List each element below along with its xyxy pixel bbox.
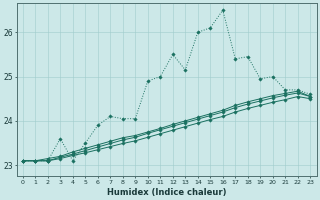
X-axis label: Humidex (Indice chaleur): Humidex (Indice chaleur) xyxy=(107,188,226,197)
